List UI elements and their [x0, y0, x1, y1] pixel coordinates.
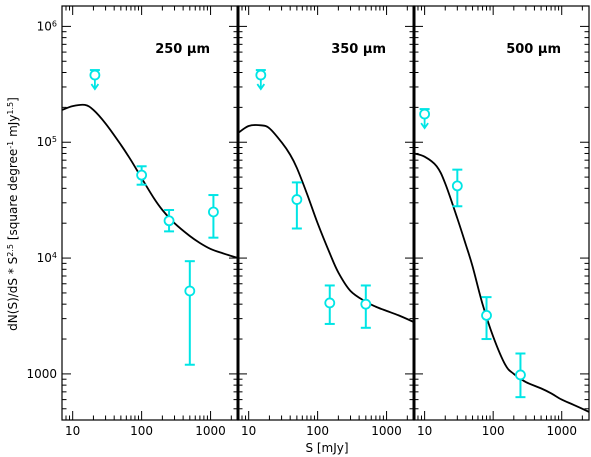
- data-marker: [360, 298, 372, 310]
- upper-limit: [255, 69, 267, 91]
- panel-title: 250 μm: [155, 42, 210, 57]
- model-curve: [62, 103, 238, 259]
- data-marker: [515, 369, 526, 381]
- data-marker: [451, 180, 463, 192]
- x-tick-label: 1000: [195, 424, 226, 438]
- panel-title: 500 μm: [506, 42, 561, 57]
- y-tick-label: 105: [37, 135, 57, 150]
- data-marker: [481, 309, 492, 321]
- x-tick-label: 100: [130, 424, 153, 438]
- panels-group: 10 100 1000 106 105 104 1000 250 μm 10 100 1000 350…: [26, 5, 590, 438]
- data-point: [515, 352, 526, 399]
- x-tick-label: 100: [482, 424, 505, 438]
- upper-limit: [419, 108, 431, 130]
- upper-limit-marker: [255, 69, 267, 81]
- x-axis-label: S [mJy]: [305, 441, 348, 455]
- upper-limit: [89, 69, 101, 91]
- upper-limit-arrow-head: [256, 83, 266, 91]
- x-tick-label: 1000: [371, 424, 402, 438]
- x-tick-label: 1000: [546, 424, 577, 438]
- model-curve: [414, 152, 589, 413]
- data-marker: [136, 169, 148, 181]
- upper-limit-arrow-head: [420, 122, 429, 130]
- data-point: [136, 165, 148, 186]
- data-marker: [291, 194, 303, 205]
- data-point: [163, 209, 175, 233]
- data-marker: [324, 297, 336, 309]
- upper-limit-arrow-head: [90, 83, 100, 91]
- panel-500: 10 100 1000 500 μm: [412, 5, 590, 438]
- data-marker: [208, 206, 219, 218]
- x-tick-label: 10: [65, 424, 80, 438]
- data-marker: [163, 215, 175, 227]
- panel-250: 10 100 1000 106 105 104 1000 250 μm: [26, 5, 239, 438]
- data-point: [481, 296, 492, 341]
- data-point: [208, 194, 219, 239]
- data-marker: [184, 285, 196, 297]
- y-tick-label: 1000: [26, 367, 57, 381]
- panel-350: 10 100 1000 350 μm: [236, 5, 415, 438]
- y-axis-label: dN(S)/dS * S2.5 [square degree-1 mJy1.5]: [6, 97, 21, 331]
- y-tick-label: 104: [37, 251, 57, 266]
- data-point: [184, 260, 196, 366]
- x-tick-label: 10: [417, 424, 432, 438]
- upper-limit-marker: [89, 69, 101, 81]
- data-point: [360, 284, 372, 329]
- y-tick-label: 106: [37, 19, 57, 34]
- x-tick-label: 10: [241, 424, 256, 438]
- data-point: [324, 284, 336, 325]
- x-tick-label: 100: [306, 424, 329, 438]
- panel-frame: [237, 5, 415, 421]
- model-curve: [238, 124, 414, 323]
- panel-title: 350 μm: [331, 42, 386, 57]
- data-point: [291, 181, 303, 230]
- data-point: [451, 168, 463, 208]
- upper-limit-marker: [419, 108, 431, 120]
